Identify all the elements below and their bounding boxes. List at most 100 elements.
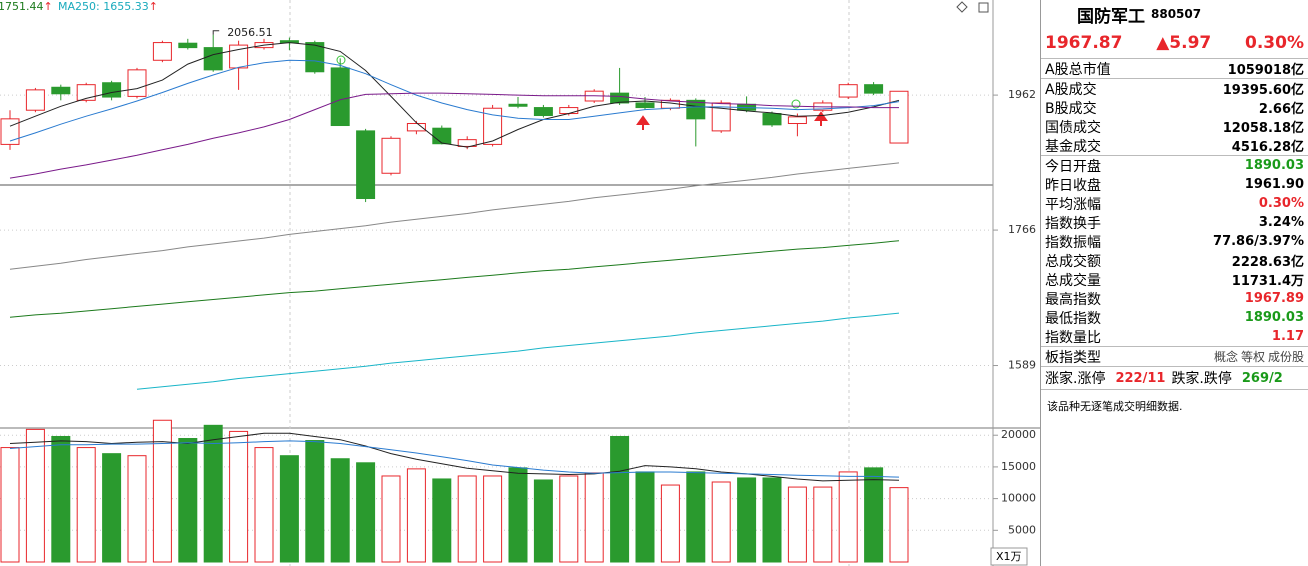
unit-box [990,547,1028,566]
candle-body [686,99,706,120]
row-value: 11731.4万 [1231,274,1304,289]
y-tick-label: 1962 [1008,88,1036,101]
quote-rows: A股总市值 1059018亿 A股成交 19395.60亿 B股成交 2.66亿 国债成交 1… [1041,59,1308,346]
quote-row: 总成交额 2228.63亿 [1041,251,1308,271]
index-code: 880507 [1151,7,1202,21]
row-value: 222/11 [1115,370,1166,386]
row-value: 1890.03 [1244,158,1304,173]
type-tags: 概念 等权 成份股 [1211,348,1304,365]
quote-row: 指数换手 3.24% [1041,213,1308,232]
quote-row: 指数振幅 77.86/3.97% [1041,232,1308,251]
y-tick-label: 15000 [1001,460,1036,473]
volume-bar [635,471,655,563]
row-label: A股成交 [1045,81,1097,98]
volume-bar [203,424,223,563]
candle-body [787,116,807,125]
candle-body [864,84,884,94]
candle-body [356,130,376,200]
quote-row: B股成交 2.66亿 [1041,98,1308,118]
candle-body [51,86,71,95]
candle-body [203,47,223,71]
signal-marker [336,55,346,65]
y-tick-label: 1766 [1008,223,1036,236]
tag[interactable]: 概念 [1213,350,1238,364]
candle-body [508,103,528,107]
volume-bar [381,475,401,563]
unit-label: X1万 [996,550,1022,563]
tool-icon[interactable] [956,1,968,13]
row-label: B股成交 [1045,100,1097,117]
row-value: 2228.63亿 [1231,255,1304,270]
candle-body [381,137,401,174]
legend-ma250: MA250: 1655.33↑ [58,0,158,13]
volume-bar [660,484,680,563]
tool-icon[interactable] [978,2,989,13]
ma-line [136,312,900,390]
volume-bar [559,475,579,563]
tag[interactable]: 成份股 [1267,350,1304,364]
volume-bar [25,428,45,563]
volume-bar [864,467,884,563]
row-label: 跌家.跌停 [1171,371,1232,387]
candle-body [483,107,503,145]
ma-line [9,92,899,179]
change-pct: 0.30% [1245,33,1304,53]
row-value: 2.66亿 [1258,102,1304,117]
quote-row: 平均涨幅 0.30% [1041,194,1308,213]
row-label: 涨家.涨停 [1045,371,1106,387]
candle-body [406,123,426,132]
row-value: 269/2 [1241,370,1283,386]
volume-bar [279,455,299,563]
row-value: 0.30% [1258,196,1304,211]
breadth-row: 涨家.涨停 222/11 跌家.跌停 269/2 [1041,366,1308,390]
quote-row: 基金成交 4516.28亿 [1041,136,1308,156]
candle-body [25,89,45,111]
row-label: 总成交额 [1045,253,1101,270]
quote-row: 国债成交 12058.18亿 [1041,117,1308,137]
index-name: 国防军工 [1077,6,1145,27]
row-label: 指数振幅 [1045,234,1101,251]
quote-row: 最低指数 1890.03 [1041,308,1308,327]
row-value: 1.17 [1271,329,1304,344]
signal-arrow [814,111,828,126]
row-value: 77.86/3.97% [1213,234,1304,249]
annotation: 2056.51 [227,26,273,39]
row-label: 国债成交 [1045,119,1101,136]
row-label: 最低指数 [1045,310,1101,327]
volume-bar [229,430,249,563]
volume-bar [406,468,426,563]
quote-row: 今日开盘 1890.03 [1041,155,1308,175]
volume-bar [51,435,71,563]
candle-body [762,113,782,126]
candle-body [102,82,122,98]
volume-bar [813,486,833,563]
volume-bar [889,487,909,563]
ma-line [9,162,900,270]
quote-row: 昨日收盘 1961.90 [1041,175,1308,194]
volume-bar [686,471,706,563]
quote-row: 最高指数 1967.89 [1041,289,1308,308]
y-tick-label: 5000 [1008,523,1036,536]
candle-body [432,127,452,145]
price-row: 1967.87 ▲5.97 0.30% [1041,28,1308,59]
volume-bar [483,475,503,563]
quote-row: 指数量比 1.17 [1041,327,1308,346]
candle-body [533,107,553,117]
volume-bar [533,479,553,563]
volume-bar [711,481,731,563]
signal-marker [791,99,801,109]
y-tick-label: 10000 [1001,492,1036,505]
volume-bar [787,486,807,563]
annotation-pointer [212,30,220,35]
volume-bar [330,458,350,563]
volume-bar [254,447,274,563]
row-label: 最高指数 [1045,291,1101,308]
row-value: 1059018亿 [1227,63,1304,78]
row-label: 基金成交 [1045,138,1101,155]
tag[interactable]: 等权 [1240,350,1265,364]
row-label: 昨日收盘 [1045,177,1101,194]
quote-header: 国防军工 880507 [1041,0,1308,28]
candle-body [610,92,630,104]
row-value: 12058.18亿 [1222,121,1304,136]
